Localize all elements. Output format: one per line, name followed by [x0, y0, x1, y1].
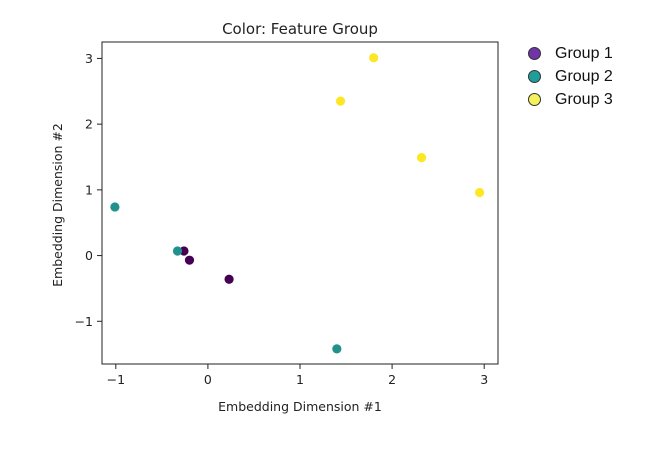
x-tick-label: 3: [480, 372, 488, 387]
data-point-group-1: [184, 255, 195, 265]
data-point-group-3: [474, 187, 485, 198]
data-point-group-2: [172, 246, 183, 256]
y-tick-label: 0: [85, 248, 93, 263]
y-tick-label: 2: [85, 117, 93, 132]
data-point-group-1: [179, 246, 189, 256]
legend-item-group-1: Group 1: [528, 42, 613, 65]
legend-item-group-3: Group 3: [528, 88, 613, 111]
y-tick-label: 3: [85, 51, 93, 66]
legend-label: Group 3: [555, 90, 613, 108]
x-tick-label: 2: [388, 372, 396, 387]
y-axis-label: Embedding Dimension #2: [50, 123, 65, 287]
data-point-group-1: [224, 274, 234, 284]
data-point-group-3: [416, 153, 427, 163]
plot-frame: [101, 41, 499, 365]
legend-marker: [528, 70, 541, 83]
legend-label: Group 2: [555, 67, 613, 85]
legend: Group 1 Group 2 Group 3: [528, 42, 613, 111]
data-point-group-3: [369, 53, 379, 63]
chart-title: Color: Feature Group: [222, 20, 378, 38]
y-tick-label: −1: [75, 314, 93, 329]
data-point-group-3: [335, 96, 346, 106]
x-tick-label: 0: [204, 372, 212, 387]
x-tick-label: 1: [296, 372, 304, 387]
x-tick-label: −1: [107, 372, 125, 387]
legend-marker: [528, 47, 541, 60]
y-tick-label: 1: [85, 182, 93, 197]
data-point-group-2: [110, 202, 120, 212]
legend-item-group-2: Group 2: [528, 65, 613, 88]
legend-label: Group 1: [555, 44, 613, 62]
data-point-group-2: [332, 344, 342, 354]
legend-marker: [528, 93, 541, 106]
x-axis-label: Embedding Dimension #1: [218, 399, 382, 414]
